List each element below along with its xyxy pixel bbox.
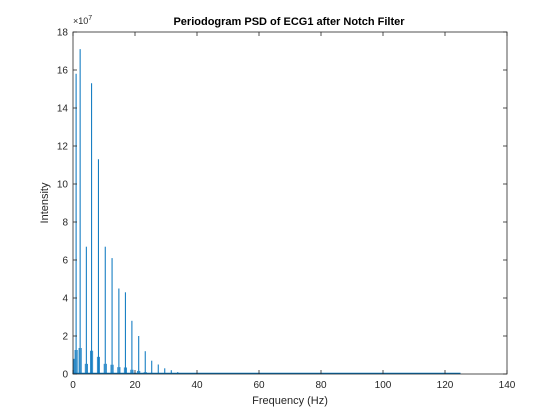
x-tick-label: 140 (499, 380, 516, 391)
x-tick-label: 60 (253, 380, 265, 391)
x-tick-label: 0 (70, 380, 76, 391)
x-tick-label: 20 (129, 380, 141, 391)
y-tick-label: 14 (57, 104, 69, 115)
x-tick-label: 120 (437, 380, 454, 391)
y-tick-label: 10 (57, 180, 69, 191)
x-tick-label: 100 (375, 380, 392, 391)
y-exponent-power: 7 (88, 15, 92, 22)
y-tick-label: 8 (62, 218, 68, 229)
axes-box (72, 31, 508, 375)
axes-layer: 0 20 40 60 80 100 120 140 0 2 4 6 8 10 12 14 16 18 (57, 28, 516, 392)
y-tick-label: 2 (62, 332, 68, 343)
x-axis-label: Frequency (Hz) (252, 395, 328, 407)
y-tick-label: 16 (57, 66, 69, 77)
plot-area (73, 32, 507, 374)
x-tick-label: 80 (315, 380, 327, 391)
y-tick-label: 18 (57, 28, 69, 39)
y-exponent-base: ×10 (73, 16, 88, 26)
data-layer (72, 49, 461, 374)
x-tick-label: 40 (191, 380, 203, 391)
series-line (72, 49, 461, 374)
y-tick-label: 0 (62, 370, 68, 381)
y-tick-label: 12 (57, 142, 69, 153)
y-axis-label: Intensity (39, 182, 51, 223)
chart-title: Periodogram PSD of ECG1 after Notch Filt… (173, 16, 405, 28)
y-tick-label: 4 (62, 294, 68, 305)
y-tick-label: 6 (62, 256, 68, 267)
y-axis-exponent: ×107 (73, 15, 92, 26)
